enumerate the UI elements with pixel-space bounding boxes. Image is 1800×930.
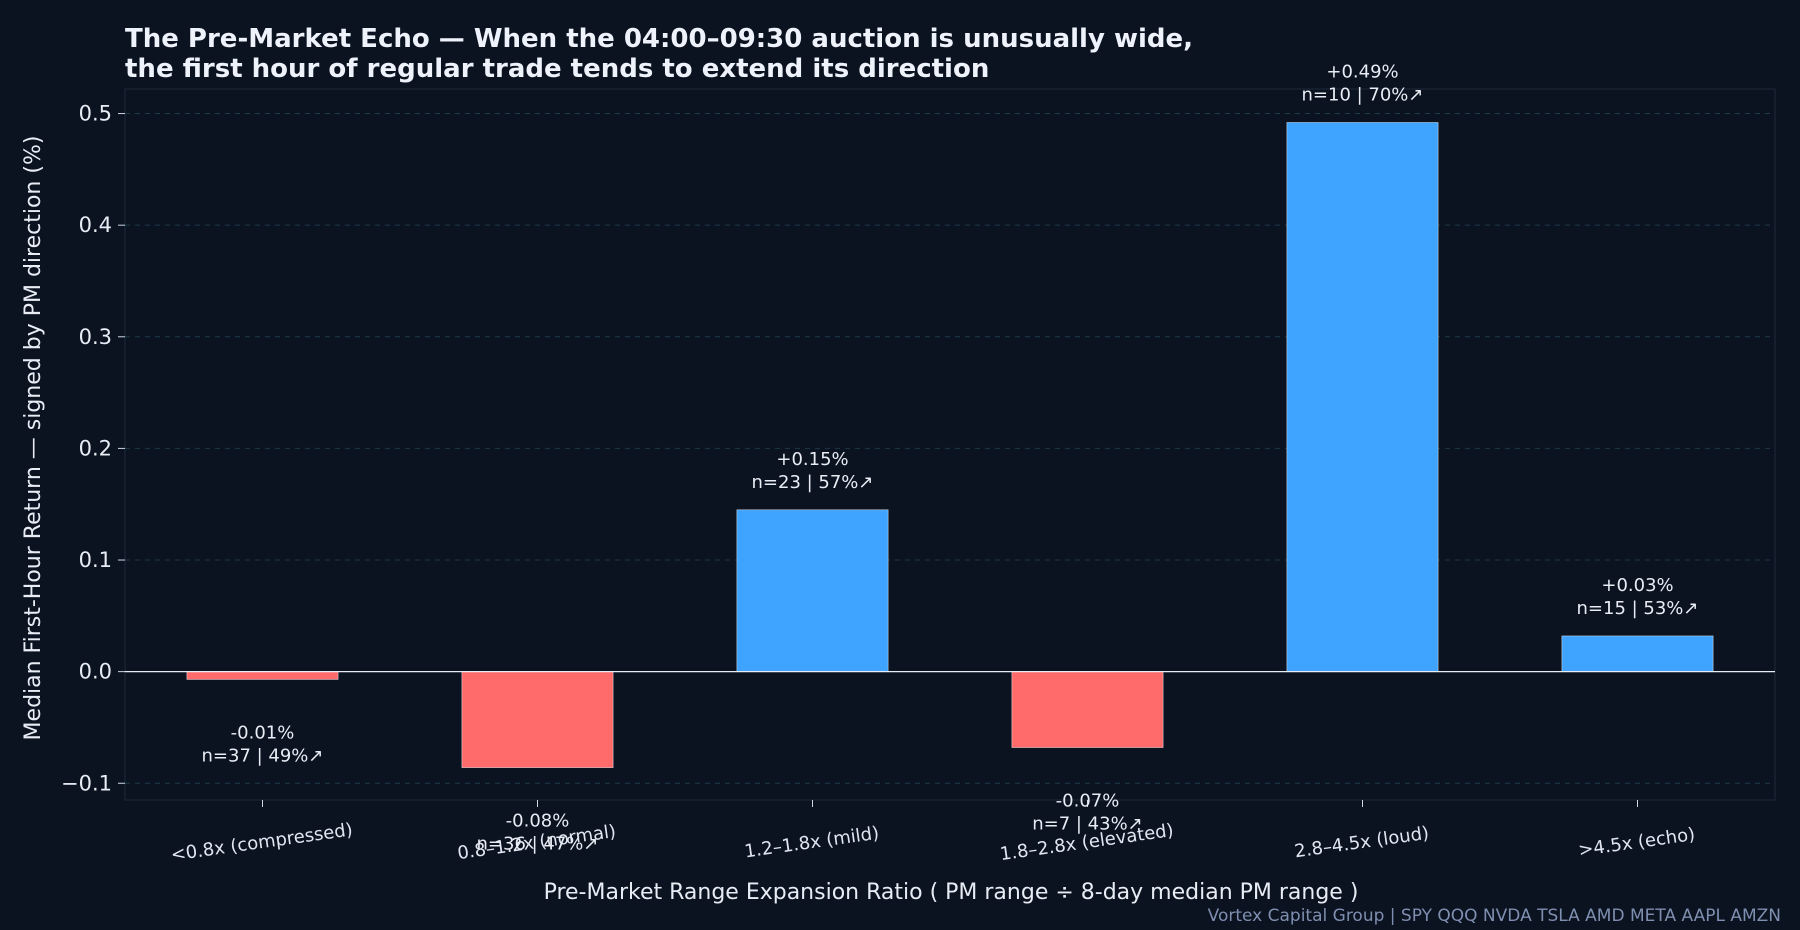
data-labels: -0.01%n=37 | 49%↗ -0.08%n=36 | 47%↗ +0.15%…	[202, 61, 1699, 854]
count-label: n=36 | 47%↗	[477, 834, 599, 855]
x-tick-label: 1.2–1.8x (mild)	[743, 823, 880, 863]
value-label: -0.07%	[1056, 791, 1120, 812]
y-tick-label: 0.0	[79, 660, 112, 684]
count-label: n=7 | 43%↗	[1032, 814, 1143, 835]
value-label: -0.08%	[506, 811, 570, 832]
bar	[186, 671, 339, 680]
y-tick-label: 0.3	[79, 325, 112, 349]
x-tick-label: >4.5x (echo)	[1577, 824, 1696, 861]
y-tick-label: 0.4	[79, 213, 112, 237]
value-label: +0.03%	[1601, 575, 1673, 596]
y-tick-label: −0.1	[61, 771, 112, 795]
y-tick-label: 0.2	[79, 436, 112, 460]
value-label: +0.15%	[776, 449, 848, 470]
plot-area	[124, 88, 1776, 801]
y-axis-ticks: −0.1 0.0 0.1 0.2 0.3 0.4 0.5	[61, 102, 125, 795]
x-axis-label: Pre-Market Range Expansion Ratio ( PM ra…	[544, 880, 1359, 905]
count-label: n=37 | 49%↗	[202, 745, 324, 766]
bar	[1011, 671, 1164, 748]
chart-title-line-2: the first hour of regular trade tends to…	[125, 54, 989, 84]
value-label: +0.49%	[1326, 61, 1398, 82]
value-label: -0.01%	[231, 722, 295, 743]
count-label: n=23 | 57%↗	[752, 472, 874, 493]
x-tick-label: <0.8x (compressed)	[169, 819, 353, 865]
count-label: n=15 | 53%↗	[1577, 598, 1699, 619]
x-tick-label: 2.8–4.5x (loud)	[1293, 823, 1430, 863]
y-axis-label: Median First-Hour Return — signed by PM …	[21, 136, 46, 741]
footer-credit: Vortex Capital Group | SPY QQQ NVDA TSLA…	[1208, 906, 1781, 926]
y-tick-label: 0.1	[79, 548, 112, 572]
x-axis-ticks: <0.8x (compressed) 0.8–1.2x (normal) 1.2–1…	[169, 800, 1696, 866]
count-label: n=10 | 70%↗	[1302, 84, 1424, 105]
bar	[1561, 635, 1714, 672]
bar	[1286, 122, 1439, 672]
bars	[186, 122, 1714, 768]
grid-lines	[125, 113, 1775, 784]
y-tick-label: 0.5	[79, 102, 112, 126]
bar	[736, 509, 889, 672]
chart-title-line-1: The Pre-Market Echo — When the 04:00–09:…	[125, 24, 1193, 54]
bar	[461, 671, 614, 768]
